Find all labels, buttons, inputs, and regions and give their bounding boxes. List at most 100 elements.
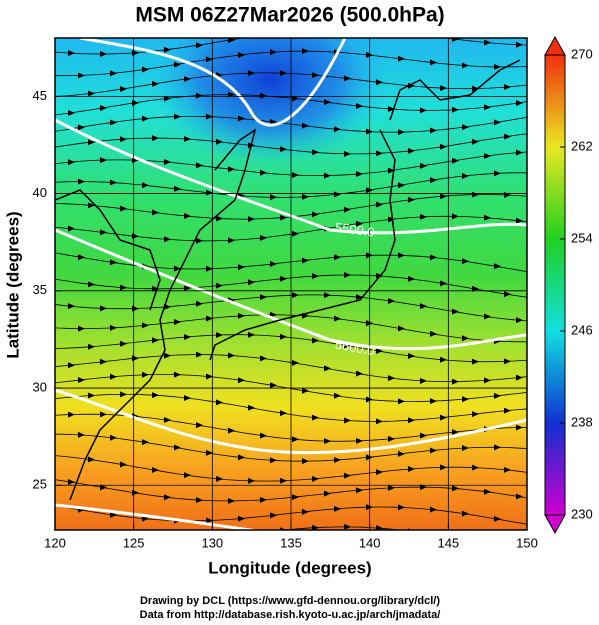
stream-arrow	[238, 515, 245, 522]
stream-arrow	[324, 365, 331, 372]
stream-arrow	[248, 477, 255, 484]
stream-arrow	[110, 259, 117, 266]
stream-arrow	[516, 374, 523, 381]
stream-arrow	[110, 434, 117, 441]
stream-arrow	[440, 356, 447, 363]
stream-arrow	[110, 179, 117, 186]
stream-arrow	[312, 475, 319, 482]
stream-arrow	[248, 279, 255, 286]
x-tick-label: 145	[437, 535, 459, 550]
stream-arrow	[260, 355, 267, 362]
colorbar-tick-label: 238	[571, 414, 593, 429]
stream-arrow	[120, 86, 127, 93]
stream-arrow	[452, 378, 459, 385]
stream-arrow	[88, 202, 95, 209]
stream-arrow	[472, 85, 479, 92]
stream-arrow	[142, 515, 149, 522]
stream-arrow	[516, 41, 523, 48]
stream-arrow	[462, 445, 469, 452]
stream-arrow	[120, 205, 127, 212]
stream-arrow	[216, 215, 223, 222]
stream-arrow	[462, 258, 469, 265]
stream-arrow	[292, 29, 299, 35]
coastline	[389, 59, 521, 121]
stream-arrow	[324, 292, 331, 299]
stream-arrow	[516, 424, 523, 431]
stream-arrow	[344, 150, 351, 157]
stream-arrow	[228, 352, 235, 359]
stream-arrow	[420, 377, 427, 384]
stream-arrow	[206, 113, 213, 120]
stream-arrow	[356, 294, 363, 301]
stream-arrow	[462, 335, 469, 342]
y-tick-label: 30	[33, 379, 47, 394]
stream-arrow	[312, 273, 319, 280]
contour-line	[55, 503, 261, 530]
stream-arrow	[398, 450, 405, 457]
stream-arrow	[484, 153, 491, 160]
stream-arrow	[174, 265, 181, 272]
stream-arrow	[88, 343, 95, 350]
stream-arrow	[88, 456, 95, 463]
streamline	[55, 50, 527, 77]
contour-label: 5600.0	[334, 337, 376, 359]
stream-arrow	[440, 193, 447, 200]
stream-arrow	[184, 136, 191, 143]
stream-arrow	[164, 159, 171, 166]
y-axis-label: Latitude (degrees)	[3, 211, 22, 358]
stream-arrow	[504, 544, 511, 550]
stream-arrow	[430, 177, 437, 184]
streamline	[55, 394, 527, 422]
stream-arrow	[164, 46, 171, 53]
cold-core	[150, 38, 390, 165]
stream-arrow	[110, 373, 117, 380]
colorbar-tick-label: 246	[571, 322, 593, 337]
stream-arrow	[120, 136, 127, 143]
stream-arrow	[152, 538, 159, 544]
stream-arrow	[292, 172, 299, 179]
stream-arrow	[334, 191, 341, 198]
stream-arrow	[484, 214, 491, 221]
stream-arrow	[440, 414, 447, 421]
stream-arrow	[462, 510, 469, 517]
stream-arrow	[238, 115, 245, 122]
y-tick-label: 35	[33, 282, 47, 297]
stream-arrow	[398, 398, 405, 405]
stream-arrow	[174, 371, 181, 378]
stream-arrow	[152, 467, 159, 474]
stream-arrow	[334, 457, 341, 464]
stream-arrow	[184, 537, 191, 543]
x-tick-label: 130	[201, 535, 223, 550]
stream-arrow	[408, 417, 415, 424]
y-tick-label: 45	[33, 88, 47, 103]
stream-arrow	[376, 525, 383, 530]
stream-arrow	[260, 496, 267, 503]
x-tick-label: 120	[44, 535, 66, 550]
streamline	[55, 151, 527, 176]
stream-arrow	[238, 264, 245, 271]
streamline	[55, 455, 527, 482]
stream-arrow	[344, 472, 351, 479]
stream-arrow	[100, 411, 107, 418]
stream-arrow	[68, 303, 75, 310]
stream-arrow	[152, 337, 159, 344]
stream-arrow	[302, 458, 309, 465]
stream-arrow	[504, 466, 511, 473]
stream-arrow	[228, 497, 235, 504]
stream-arrow	[440, 280, 447, 287]
stream-arrow	[516, 493, 523, 500]
stream-arrow	[184, 472, 191, 479]
stream-arrow	[164, 352, 171, 359]
stream-arrow	[312, 211, 319, 218]
stream-arrow	[100, 157, 107, 164]
stream-arrow	[88, 534, 95, 540]
stream-arrow	[430, 330, 437, 337]
stream-arrow	[504, 84, 511, 91]
stream-arrow	[376, 201, 383, 208]
colorbar-bottom	[544, 514, 566, 535]
stream-arrow	[462, 62, 469, 69]
stream-arrow	[472, 191, 479, 198]
stream-arrow	[164, 494, 171, 501]
stream-arrow	[174, 61, 181, 68]
x-tick-label: 140	[359, 535, 381, 550]
